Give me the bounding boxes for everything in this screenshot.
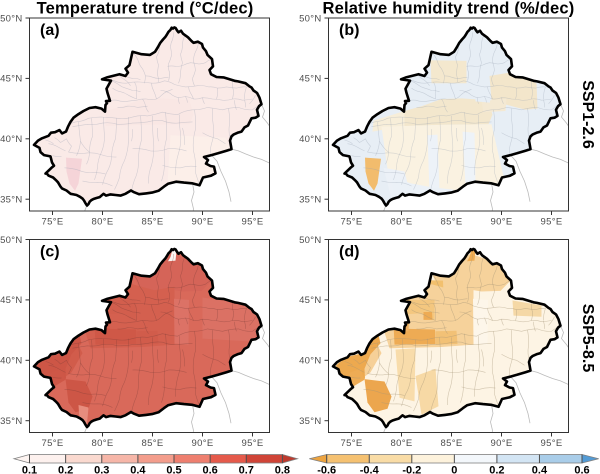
svg-text:95°E: 95°E [242, 438, 264, 449]
svg-text:(c): (c) [40, 244, 60, 261]
svg-text:80°E: 80°E [391, 438, 413, 449]
svg-text:-0.6: -0.6 [317, 465, 336, 474]
svg-text:0: 0 [451, 465, 457, 474]
svg-text:85°E: 85°E [441, 217, 463, 228]
svg-text:80°E: 80°E [391, 217, 413, 228]
svg-text:95°E: 95°E [242, 217, 264, 228]
svg-text:0.8: 0.8 [275, 465, 290, 474]
svg-text:-0.4: -0.4 [360, 465, 380, 474]
svg-text:35°N: 35°N [0, 195, 22, 206]
svg-text:40°N: 40°N [299, 134, 321, 145]
svg-text:50°N: 50°N [299, 13, 321, 24]
svg-text:0.7: 0.7 [239, 465, 254, 474]
svg-text:75°E: 75°E [42, 217, 64, 228]
svg-text:0.4: 0.4 [532, 465, 548, 474]
svg-text:45°N: 45°N [0, 74, 22, 85]
svg-text:0.3: 0.3 [94, 465, 109, 474]
svg-text:95°E: 95°E [541, 217, 563, 228]
svg-text:0.4: 0.4 [130, 465, 146, 474]
svg-text:95°E: 95°E [541, 438, 563, 449]
svg-text:80°E: 80°E [92, 217, 114, 228]
svg-text:Relative humidity trend (%/dec: Relative humidity trend (%/dec) [323, 0, 575, 18]
svg-text:90°E: 90°E [491, 438, 513, 449]
svg-text:75°E: 75°E [42, 438, 64, 449]
svg-text:50°N: 50°N [0, 235, 22, 246]
svg-text:80°E: 80°E [92, 438, 114, 449]
svg-text:SSP5-8.5: SSP5-8.5 [579, 304, 596, 373]
svg-text:90°E: 90°E [192, 438, 214, 449]
svg-text:85°E: 85°E [441, 438, 463, 449]
svg-text:45°N: 45°N [299, 295, 321, 306]
svg-text:45°N: 45°N [0, 295, 22, 306]
svg-text:0.2: 0.2 [489, 465, 504, 474]
svg-text:75°E: 75°E [341, 438, 363, 449]
svg-text:35°N: 35°N [299, 195, 321, 206]
svg-text:40°N: 40°N [0, 356, 22, 367]
svg-text:Temperature trend (°C/dec): Temperature trend (°C/dec) [37, 0, 254, 18]
svg-text:50°N: 50°N [299, 235, 321, 246]
svg-text:0.5: 0.5 [166, 465, 181, 474]
svg-text:(b): (b) [339, 22, 359, 39]
svg-text:0.6: 0.6 [202, 465, 217, 474]
svg-text:90°E: 90°E [491, 217, 513, 228]
svg-text:(d): (d) [339, 244, 359, 261]
svg-text:40°N: 40°N [299, 356, 321, 367]
svg-text:-0.2: -0.2 [402, 465, 421, 474]
svg-text:35°N: 35°N [299, 416, 321, 427]
svg-text:75°E: 75°E [341, 217, 363, 228]
svg-text:85°E: 85°E [142, 438, 164, 449]
svg-text:0.6: 0.6 [574, 465, 589, 474]
svg-text:85°E: 85°E [142, 217, 164, 228]
svg-text:40°N: 40°N [0, 134, 22, 145]
svg-text:90°E: 90°E [192, 217, 214, 228]
svg-text:50°N: 50°N [0, 13, 22, 24]
svg-text:45°N: 45°N [299, 74, 321, 85]
svg-text:(a): (a) [40, 22, 60, 39]
svg-text:0.1: 0.1 [22, 465, 37, 474]
svg-text:0.2: 0.2 [58, 465, 73, 474]
svg-text:35°N: 35°N [0, 416, 22, 427]
svg-text:SSP1-2.6: SSP1-2.6 [579, 80, 596, 149]
